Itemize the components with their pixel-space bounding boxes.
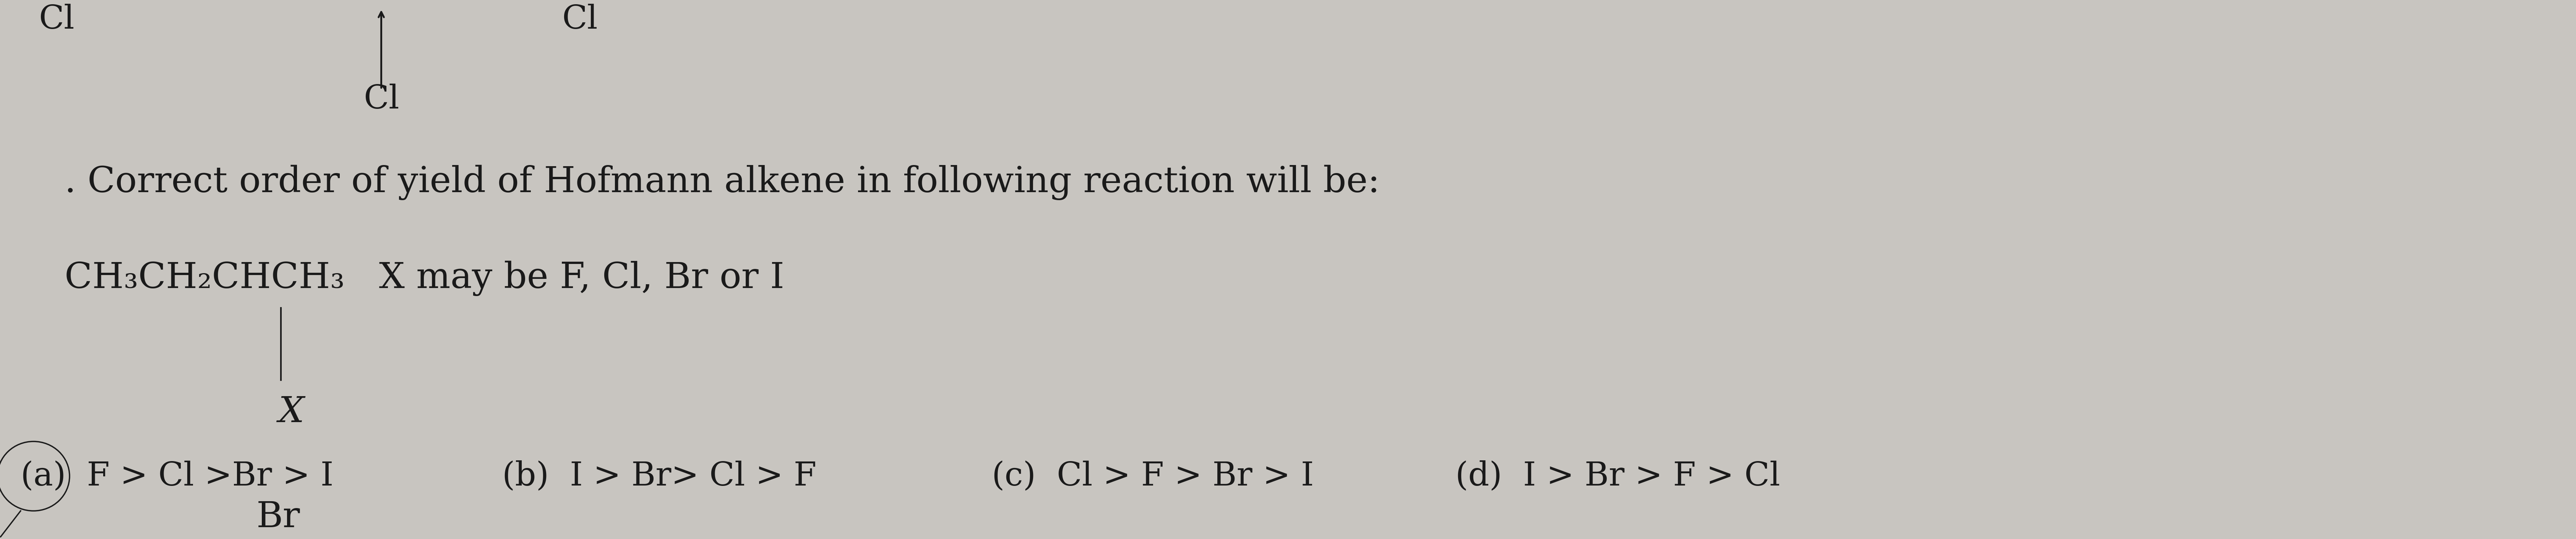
Text: Cl: Cl bbox=[562, 4, 598, 36]
Text: CH₃CH₂CHCH₃   X may be F, Cl, Br or I: CH₃CH₂CHCH₃ X may be F, Cl, Br or I bbox=[64, 261, 783, 296]
Text: X: X bbox=[278, 395, 304, 429]
Text: Cl: Cl bbox=[363, 84, 399, 115]
Text: Br: Br bbox=[255, 500, 301, 535]
Text: (b)  I > Br> Cl > F: (b) I > Br> Cl > F bbox=[502, 460, 817, 492]
Text: (d)  I > Br > F > Cl: (d) I > Br > F > Cl bbox=[1455, 460, 1780, 492]
Text: Cl: Cl bbox=[39, 4, 75, 36]
Text: (c)  Cl > F > Br > I: (c) Cl > F > Br > I bbox=[992, 460, 1314, 492]
Text: . Correct order of yield of Hofmann alkene in following reaction will be:: . Correct order of yield of Hofmann alke… bbox=[64, 165, 1381, 200]
Text: (a)  F > Cl >Br > I: (a) F > Cl >Br > I bbox=[21, 460, 332, 492]
